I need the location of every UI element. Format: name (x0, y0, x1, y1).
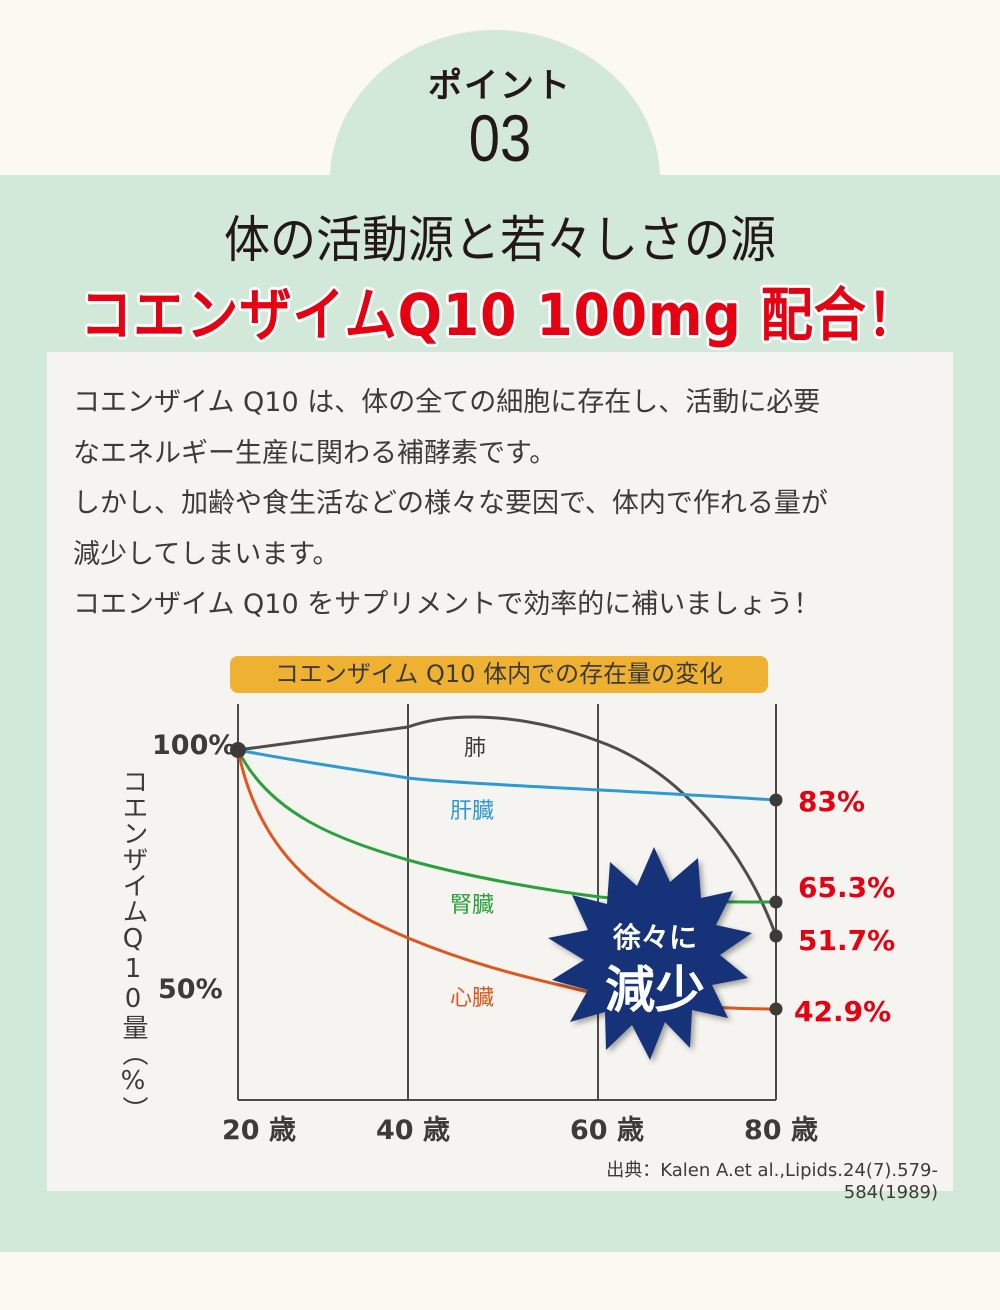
body-line: しかし、加齢や食生活などの様々な要因で、体内で作れる量が (73, 488, 828, 519)
label-lung: 肺 (464, 736, 487, 761)
end-value-lung: 51.7% (798, 924, 896, 957)
end-value-liver: 83% (798, 785, 866, 818)
point-dome (330, 30, 660, 330)
chart-title: コエンザイム Q10 体内での存在量の変化 (230, 656, 768, 693)
y-axis-label: コエンザイムQ10量（%） (118, 768, 148, 1122)
body-line: コエンザイム Q10 は、体の全ての細胞に存在し、活動に必要 (73, 387, 821, 418)
burst-badge (548, 847, 752, 1060)
series-lung-line (237, 715, 778, 937)
source-citation: 出典：Kalen A.et al.,Lipids.24(7).579-584(1… (606, 1160, 938, 1203)
end-point-liver (769, 793, 783, 807)
headline-line2: コエンザイムQ10 100mg 配合！ (80, 281, 920, 349)
y-tick-100: 100% (152, 730, 236, 761)
body-line: コエンザイム Q10 をサプリメントで効率的に補いましょう！ (73, 589, 821, 620)
body-line: なエネルギー生産に関わる補酵素です。 (73, 437, 557, 469)
y-tick-50: 50% (158, 974, 223, 1005)
start-point (230, 742, 246, 758)
content-panel (47, 352, 953, 1191)
series-liver-line (237, 748, 777, 802)
x-tick-80: 80 歳 (744, 1115, 818, 1146)
end-point-lung (769, 929, 783, 943)
label-liver: 肝臓 (450, 799, 495, 824)
end-point-heart (769, 1002, 783, 1016)
label-kidney: 腎臓 (450, 893, 495, 918)
point-number: 03 (468, 101, 532, 175)
headline-line1: 体の活動源と若々しさの源 (224, 211, 776, 269)
point-label: ポイント (428, 66, 572, 106)
x-tick-20: 20 歳 (222, 1115, 296, 1146)
x-tick-60: 60 歳 (570, 1115, 644, 1146)
body-text: コエンザイム Q10 は、体の全ての細胞に存在し、活動に必要 なエネルギー生産に… (73, 378, 943, 631)
x-tick-40: 40 歳 (376, 1115, 450, 1146)
burst-text-line2: 減少 (605, 961, 705, 1019)
burst-text-line1: 徐々に (612, 921, 697, 954)
end-value-heart: 42.9% (794, 995, 892, 1028)
end-value-kidney: 65.3% (798, 871, 896, 904)
end-point-kidney (769, 895, 783, 909)
body-line: 減少してしまいます。 (73, 538, 340, 570)
label-heart: 心臓 (450, 986, 495, 1011)
data-points (230, 742, 783, 1016)
